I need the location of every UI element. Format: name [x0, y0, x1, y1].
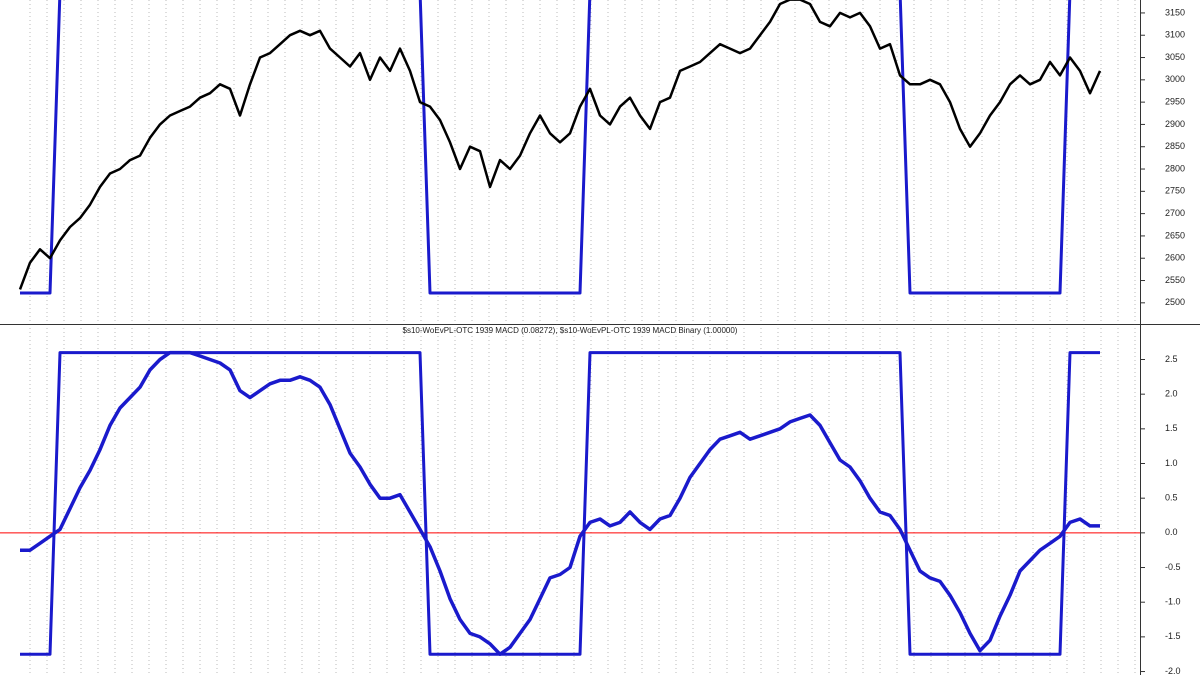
y-tick-label: 2950: [1165, 97, 1185, 107]
y-tick-label: 2850: [1165, 141, 1185, 151]
panel-title: $s10-WoEvPL-OTC 1939 MACD (0.08272), $s1…: [403, 326, 738, 335]
y-tick-label: 2600: [1165, 253, 1185, 263]
y-tick-label: -1.5: [1165, 631, 1181, 641]
y-tick-label: 2750: [1165, 186, 1185, 196]
y-tick-label: 1.5: [1165, 423, 1178, 433]
plot-area: [18, 0, 1102, 295]
y-tick-label: 3100: [1165, 30, 1185, 40]
y-tick-label: 2650: [1165, 230, 1185, 240]
y-tick-label: 3000: [1165, 74, 1185, 84]
y-tick-label: 1.0: [1165, 458, 1178, 468]
plot-area: [20, 350, 1100, 656]
y-tick-label: 3050: [1165, 52, 1185, 62]
y-tick-label: -1.0: [1165, 597, 1181, 607]
y-tick-label: 2700: [1165, 208, 1185, 218]
series-line: [20, 351, 1100, 656]
y-tick-label: 2900: [1165, 119, 1185, 129]
x-grid: [29, 0, 1136, 675]
series-line: [18, 0, 1102, 290]
y-tick-label: -0.5: [1165, 562, 1181, 572]
y-tick-label: 2.5: [1165, 354, 1178, 364]
y-tick-label: -2.0: [1165, 666, 1181, 675]
y-tick-label: 2500: [1165, 297, 1185, 307]
y-tick-label: 0.0: [1165, 527, 1178, 537]
series-line: [20, 350, 1100, 656]
series-line: [20, 0, 1072, 295]
y-tick-label: 2550: [1165, 275, 1185, 285]
y-tick-label: 0.5: [1165, 493, 1178, 503]
y-tick-label: 2.0: [1165, 389, 1178, 399]
y-tick-label: 2800: [1165, 163, 1185, 173]
y-tick-label: 3150: [1165, 7, 1185, 17]
